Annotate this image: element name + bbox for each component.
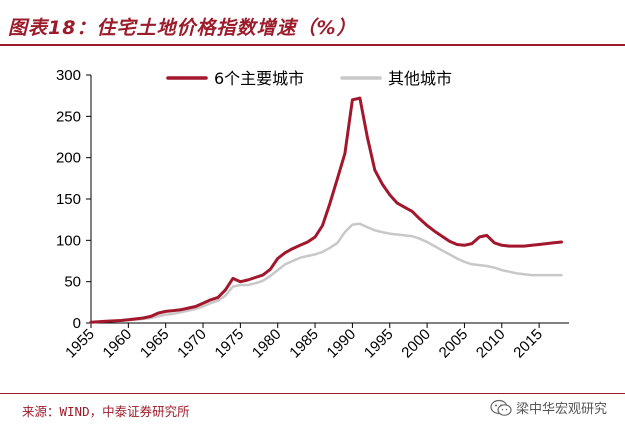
x-tick-label: 1960 [100,326,136,362]
x-tick-label: 1985 [286,326,322,362]
series-line-other-cities [89,222,563,324]
x-tick-label: 1975 [212,326,248,362]
source-note: 来源：WIND，中泰证券研究所 [22,404,190,419]
legend-other-cities: 其他城市 [340,69,452,88]
y-tick-label: 0 [73,315,81,332]
x-tick-label: 1965 [137,326,173,362]
x-tick-label: 1980 [249,326,285,362]
source-divider [0,393,625,394]
figure-title: 图表18：住宅土地价格指数增速（%） [8,17,357,39]
watermark-text: 梁中华宏观研究 [515,402,607,417]
x-tick-label: 1970 [174,326,210,362]
chart-series [89,96,563,324]
y-tick-label: 250 [56,108,81,125]
chart-legend: 6个主要城市 其他城市 [166,69,452,88]
legend-major-cities: 6个主要城市 [166,69,304,88]
legend-label: 6个主要城市 [214,69,304,88]
x-tick-label: 1955 [62,326,98,362]
x-tick-label: 1995 [361,326,397,362]
x-tick-label: 2005 [436,326,472,362]
wechat-watermark: 梁中华宏观研究 [490,398,607,417]
wechat-icon [490,399,512,416]
y-tick-label: 150 [56,191,81,208]
x-tick-label: 2000 [398,326,434,362]
legend-label: 其他城市 [388,69,452,88]
x-tick-label: 1990 [324,326,360,362]
x-tick-label: 2015 [510,326,546,362]
title-divider [0,44,625,46]
y-tick-label: 100 [56,232,81,249]
y-tick-label: 50 [64,274,81,291]
x-tick-label: 2010 [473,326,509,362]
y-tick-label: 300 [56,67,81,84]
series-line-major-cities [89,96,563,324]
y-tick-label: 200 [56,150,81,167]
